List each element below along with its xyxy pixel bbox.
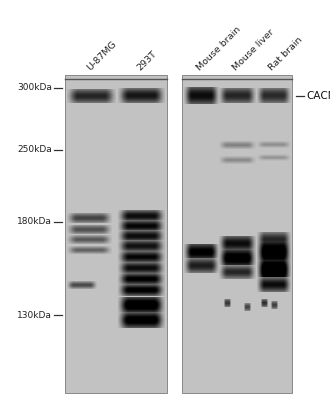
Bar: [65, 75, 167, 393]
Bar: [65, 75, 167, 393]
Text: U-87MG: U-87MG: [85, 39, 118, 72]
Text: 180kDa: 180kDa: [17, 218, 52, 226]
Text: CACNA1E: CACNA1E: [306, 91, 330, 101]
Bar: [182, 75, 292, 393]
Text: Rat brain: Rat brain: [267, 35, 304, 72]
Text: Mouse brain: Mouse brain: [195, 24, 242, 72]
Text: 250kDa: 250kDa: [17, 146, 52, 154]
Text: 130kDa: 130kDa: [17, 310, 52, 320]
Text: Mouse liver: Mouse liver: [231, 27, 276, 72]
Text: 300kDa: 300kDa: [17, 84, 52, 92]
Bar: [182, 75, 292, 393]
Text: 293T: 293T: [135, 49, 158, 72]
